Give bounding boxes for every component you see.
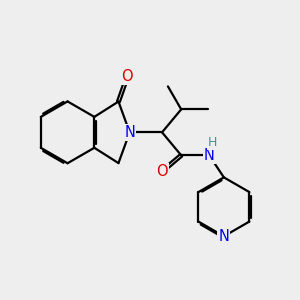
Text: O: O — [122, 69, 133, 84]
Text: O: O — [156, 164, 168, 179]
Text: N: N — [218, 229, 229, 244]
Text: H: H — [208, 136, 218, 149]
Text: N: N — [204, 148, 214, 163]
Text: N: N — [124, 125, 135, 140]
